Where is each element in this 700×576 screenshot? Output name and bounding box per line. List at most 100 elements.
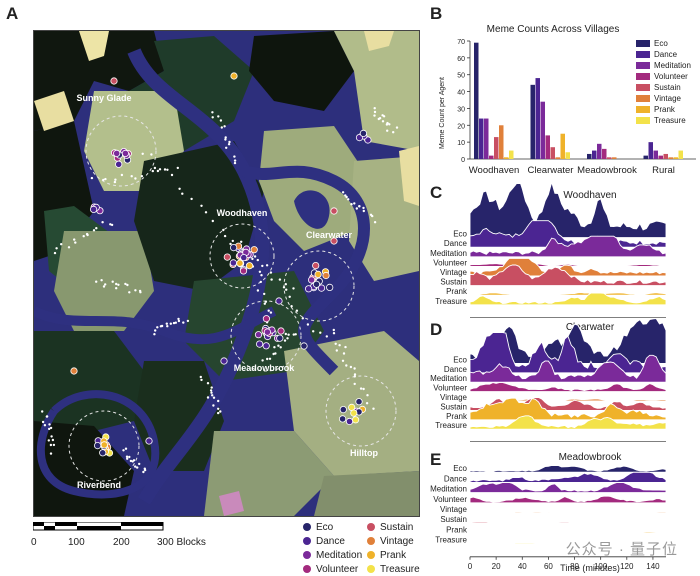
agent-trail-dot xyxy=(223,125,226,128)
agent-trail-dot xyxy=(365,402,369,405)
ridge-series-label: Sustain xyxy=(440,278,467,287)
agent-trail-dot xyxy=(104,177,107,181)
ridge-series-label: Treasure xyxy=(435,421,467,430)
agent-trail-dot xyxy=(267,309,270,312)
ridge-series-label: Sustain xyxy=(440,515,467,524)
agent-trail-dot xyxy=(285,288,288,291)
sand-patch-2 xyxy=(34,91,74,131)
bar-category-label: Rural xyxy=(652,165,675,176)
agent-trail-dot xyxy=(325,335,328,338)
agent-trail-dot xyxy=(288,295,291,298)
legend-item-dance: Dance xyxy=(303,534,362,548)
sand-patch-4 xyxy=(399,146,419,206)
meme-agent-dot xyxy=(326,283,334,291)
ridge-area xyxy=(469,292,667,296)
panel-label-e: E xyxy=(430,450,442,469)
bar xyxy=(535,78,540,159)
agent-trail-dot xyxy=(49,452,53,455)
bar xyxy=(587,153,592,159)
meme-agent-dot xyxy=(314,270,322,278)
agent-trail-dot xyxy=(353,375,356,378)
agent-trail-dot xyxy=(290,305,293,308)
bar-legend-swatch xyxy=(636,51,650,58)
village-label-hilltop: Hilltop xyxy=(350,448,378,458)
panel-label-a: A xyxy=(6,4,19,23)
agent-trail-dot xyxy=(52,443,56,447)
meme-agent-dot xyxy=(93,441,102,450)
bar-legend-swatch xyxy=(636,106,650,113)
agent-trail-dot xyxy=(353,373,357,376)
agent-trail-dot xyxy=(345,364,348,367)
river-main xyxy=(127,48,270,505)
meme-agent-dot xyxy=(262,342,270,350)
agent-trail-dot xyxy=(341,359,345,362)
agent-trail-dot xyxy=(349,365,353,369)
legend-swatch xyxy=(367,565,375,573)
agent-trail-dot xyxy=(131,460,134,463)
meme-agent-dot xyxy=(121,149,130,158)
agent-trail-dot xyxy=(92,229,96,232)
agent-trail-dot xyxy=(210,391,213,394)
village-circle-clearwater xyxy=(283,250,355,322)
agent-trail-dot xyxy=(382,115,386,118)
ridge-xtick-label: 140 xyxy=(646,562,660,571)
bar xyxy=(653,150,658,159)
ridge-area xyxy=(469,465,667,473)
river-east xyxy=(242,165,370,376)
agent-trail-dot xyxy=(55,247,58,250)
agent-trail-dot xyxy=(335,349,338,352)
agent-trail-dot xyxy=(126,457,129,460)
bar-legend-swatch xyxy=(636,117,650,124)
agent-trail-dot xyxy=(292,287,295,290)
agent-trail-dot xyxy=(206,396,210,399)
scale-tick-100: 100 xyxy=(68,537,85,548)
agent-trail-dot xyxy=(212,404,215,407)
ridge-xtick-label: 40 xyxy=(518,562,527,571)
bar xyxy=(545,135,550,159)
bar xyxy=(550,147,555,159)
ridge-area xyxy=(469,332,667,374)
agent-trail-dot xyxy=(211,219,214,223)
meme-agent-dot xyxy=(250,246,258,254)
agent-trail-dot xyxy=(355,207,358,210)
agent-trail-dot xyxy=(124,447,128,450)
bar-ytick-label: 40 xyxy=(457,90,465,97)
village-circle-woodhaven xyxy=(209,223,275,289)
ridge-area xyxy=(469,542,667,545)
agent-trail-dot xyxy=(274,352,277,355)
bar xyxy=(668,157,673,159)
agent-trail-dot xyxy=(292,333,295,336)
agent-trail-dot xyxy=(113,180,117,184)
agent-trail-dot xyxy=(217,411,220,415)
agent-trail-dot xyxy=(47,439,50,442)
bar xyxy=(479,118,484,159)
agent-trail-dot xyxy=(122,449,125,452)
agent-trail-dot xyxy=(334,342,337,345)
agent-trail-dot xyxy=(270,278,273,281)
ridge-area xyxy=(469,354,667,383)
agent-trail-dot xyxy=(74,241,77,244)
agent-trail-dot xyxy=(211,116,214,119)
agent-trail-dot xyxy=(174,321,177,324)
agent-trail-dot xyxy=(272,352,275,356)
bar-legend-swatch xyxy=(636,84,650,91)
village-label-woodhaven: Woodhaven xyxy=(217,208,268,218)
bar-chart-title: Meme Counts Across Villages xyxy=(487,24,620,35)
meme-agent-dot xyxy=(70,367,78,375)
meme-agent-dot xyxy=(276,334,284,342)
ridge-series-label: Eco xyxy=(453,230,467,239)
legend-swatch xyxy=(303,551,311,559)
agent-trail-dot xyxy=(200,378,203,382)
agent-trail-dot xyxy=(111,280,114,283)
ridge-series-label: Vintage xyxy=(440,393,468,402)
agent-trail-dot xyxy=(295,309,299,312)
ridge-chart-clearwater: Clearwater EcoDanceMeditationVolunteerVi… xyxy=(430,318,667,442)
panel-label-b: B xyxy=(430,4,443,23)
agent-trail-dot xyxy=(268,357,272,360)
bar xyxy=(504,157,509,159)
meme-agent-dot xyxy=(355,398,363,406)
agent-trail-dot xyxy=(266,357,269,361)
agent-trail-dot xyxy=(362,209,365,213)
agent-trail-dot xyxy=(253,255,257,258)
agent-trail-dot xyxy=(219,410,222,413)
